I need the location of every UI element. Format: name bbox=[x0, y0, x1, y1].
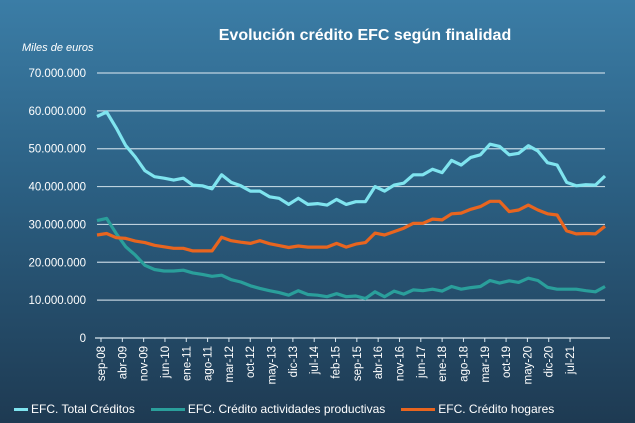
x-tick-label: oct-19 bbox=[501, 346, 513, 378]
legend-swatch-hogares bbox=[401, 407, 436, 411]
legend-label-productivas: EFC. Crédito actividades productivas bbox=[187, 402, 386, 416]
y-axis-unit-label: Miles de euros bbox=[22, 42, 94, 54]
legend-item-total: EFC. Total Créditos bbox=[14, 402, 135, 416]
x-tick-label: dic-20 bbox=[544, 346, 556, 377]
x-tick-label: jun-10 bbox=[160, 346, 172, 379]
x-tick-label: nov-09 bbox=[139, 346, 151, 381]
series-line-0 bbox=[96, 110, 607, 207]
x-tick-label: ene-11 bbox=[181, 346, 193, 381]
x-tick-label: nov-16 bbox=[394, 346, 406, 381]
x-tick-label: mar-12 bbox=[224, 346, 236, 382]
x-tick-label: abr-16 bbox=[373, 346, 385, 379]
legend-label-total: EFC. Total Créditos bbox=[31, 402, 135, 416]
y-tick-label: 60.000.000 bbox=[28, 106, 86, 118]
x-tick-label: oct-12 bbox=[245, 346, 257, 378]
x-tick-label: jul-14 bbox=[309, 345, 321, 375]
x-tick-label: ene-18 bbox=[437, 346, 449, 382]
x-tick-label: dic-13 bbox=[288, 346, 300, 377]
x-tick-label: jul-21 bbox=[565, 346, 577, 375]
x-tick-label: may-13 bbox=[267, 346, 279, 384]
legend-item-productivas: EFC. Crédito actividades productivas bbox=[150, 402, 386, 416]
series-line-2 bbox=[96, 199, 606, 253]
x-tick-label: sep-08 bbox=[96, 346, 108, 381]
y-tick-label: 0 bbox=[80, 333, 86, 345]
legend-item-hogares: EFC. Crédito hogares bbox=[401, 402, 554, 416]
x-tick-label: ago-11 bbox=[203, 346, 215, 381]
chart-title: Evolución crédito EFC según finalidad bbox=[218, 27, 512, 44]
x-tick-label: sep-15 bbox=[352, 346, 364, 381]
x-tick-label: feb-15 bbox=[331, 346, 343, 379]
x-tick-label: may-20 bbox=[522, 346, 534, 384]
y-tick-label: 20.000.000 bbox=[28, 257, 86, 269]
y-tick-label: 10.000.000 bbox=[28, 295, 86, 307]
x-tick-label: abr-09 bbox=[117, 346, 129, 379]
y-tick-label: 30.000.000 bbox=[28, 219, 86, 231]
y-tick-label: 70.000.000 bbox=[28, 68, 86, 80]
legend-label-hogares: EFC. Crédito hogares bbox=[438, 402, 555, 416]
x-tick-label: ago-18 bbox=[458, 346, 470, 382]
y-tick-label: 40.000.000 bbox=[28, 182, 86, 194]
x-tick-label: mar-19 bbox=[480, 346, 492, 382]
x-tick-label: jun-17 bbox=[416, 346, 428, 379]
y-tick-label: 50.000.000 bbox=[28, 144, 86, 156]
legend-swatch-productivas bbox=[150, 407, 185, 411]
legend: EFC. Total Créditos EFC. Crédito activid… bbox=[14, 402, 554, 416]
series-line-1 bbox=[96, 216, 606, 301]
legend-swatch-total bbox=[14, 407, 28, 411]
